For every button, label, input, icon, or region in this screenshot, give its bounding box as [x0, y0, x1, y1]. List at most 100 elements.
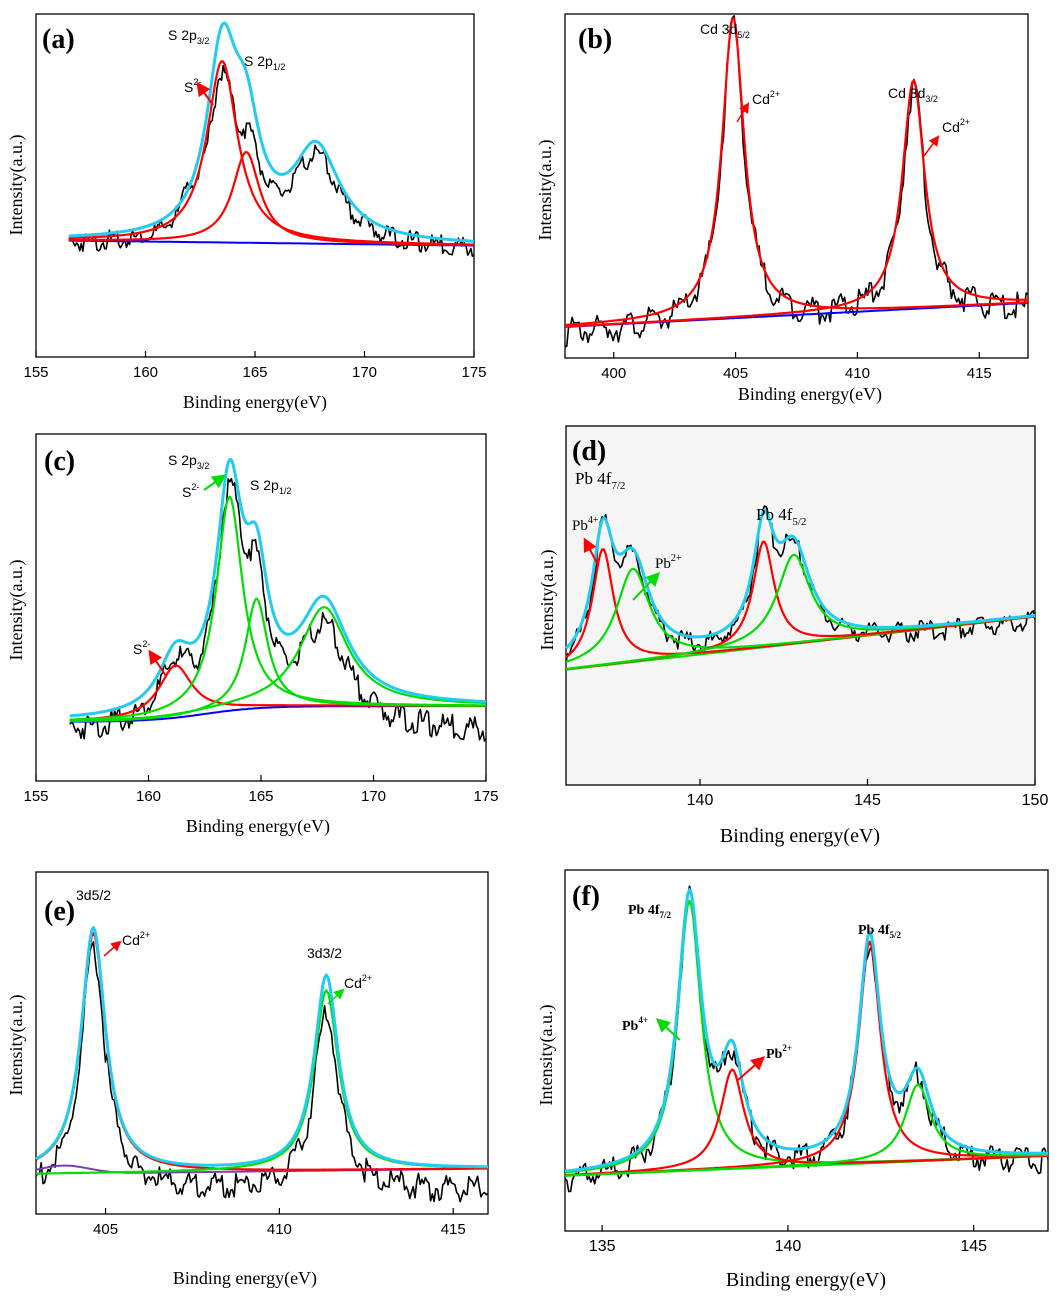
panel-b-cd2plus-2: Cd2+	[942, 117, 970, 135]
envelope-line	[35, 926, 488, 1169]
raw-data-line	[35, 940, 489, 1203]
panel-b-label: (b)	[578, 24, 612, 55]
x-tick-label: 160	[136, 788, 161, 805]
panel-c-s2p12: S 2p1/2	[250, 477, 291, 496]
panel-d-arrow-1	[583, 537, 599, 566]
panel-a-ticks: 155 160 165 170 175	[23, 351, 487, 381]
panel-b-curves	[564, 15, 1029, 348]
x-tick-label: 415	[441, 1221, 466, 1238]
component-peak-2	[564, 79, 1028, 328]
x-tick-label: 175	[473, 788, 498, 805]
x-tick-label: 165	[248, 788, 273, 805]
panel-f-label: (f)	[572, 881, 600, 912]
panel-f-arrow-1	[655, 1018, 681, 1041]
panel-d-pb2plus: Pb2+	[655, 553, 682, 572]
panel-b-ylabel: Intensity(a.u.)	[535, 140, 556, 241]
panel-c: 155 160 165 170 175 (c) Binding energy(eV) I…	[6, 433, 499, 837]
panel-b-ticks: 400 405 410 415	[601, 352, 992, 382]
x-tick-label: 145	[960, 1238, 987, 1255]
x-tick-label: 405	[93, 1221, 118, 1238]
x-tick-label: 140	[775, 1238, 802, 1255]
panel-f-pb4plus: Pb4+	[622, 1015, 648, 1034]
panel-c-curves	[69, 457, 487, 742]
raw-data-line	[564, 15, 1029, 348]
panel-c-ylabel: Intensity(a.u.)	[6, 560, 27, 661]
panel-c-arrow-2	[148, 649, 167, 677]
x-tick-label: 165	[242, 364, 267, 381]
panel-d-pb4plus: Pb4+	[572, 515, 599, 534]
x-tick-label: 135	[589, 1238, 616, 1255]
x-tick-label: 405	[723, 365, 748, 382]
panel-f-arrow-2	[737, 1056, 766, 1081]
panel-d-pb52: Pb 4f5/2	[756, 505, 806, 528]
panel-c-s2minus-2: S2-	[133, 639, 150, 657]
panel-d-curves	[564, 505, 1036, 671]
component-peak-1	[564, 17, 1029, 327]
panel-d: 140 145 150 (d) Binding energy(eV) Intensi…	[537, 425, 1049, 847]
panel-f-pb52: Pb 4f5/2	[858, 923, 902, 940]
panel-c-s2p32: S 2p3/2	[168, 452, 209, 471]
x-tick-label: 175	[461, 364, 486, 381]
panel-e-3d52: 3d5/2	[76, 887, 111, 903]
panel-a-label: (a)	[42, 24, 75, 55]
panel-c-ticks: 155 160 165 170 175	[23, 775, 499, 805]
panel-a-s2p32: S 2p3/2	[168, 27, 209, 46]
raw-data-line	[564, 885, 1049, 1193]
panel-e-curves	[35, 926, 489, 1203]
panel-c-arrow-1	[203, 474, 227, 491]
panel-d-pb72: Pb 4f7/2	[575, 469, 625, 492]
panel-b-arrow-2	[923, 135, 940, 157]
panel-b: 400 405 410 415 (b) Binding energy(eV) Inte…	[535, 13, 1029, 405]
component-peak-4	[69, 606, 487, 722]
x-tick-label: 150	[1022, 792, 1049, 809]
x-tick-label: 410	[845, 365, 870, 382]
panel-d-ylabel: Intensity(a.u.)	[537, 550, 558, 651]
panel-e-3d32: 3d3/2	[307, 945, 342, 961]
panel-e-label: (e)	[44, 896, 75, 927]
component-peak-2	[564, 1068, 1049, 1177]
panel-f-frame	[564, 869, 1049, 1232]
panel-d-xlabel: Binding energy(eV)	[720, 825, 880, 847]
panel-f-pb2plus: Pb2+	[766, 1043, 792, 1062]
panel-e-frame	[35, 871, 489, 1215]
panel-c-label: (c)	[44, 446, 75, 477]
panel-e-arrow-2	[327, 988, 345, 1005]
raw-data-line	[69, 477, 487, 742]
panel-a-xlabel: Binding energy(eV)	[183, 392, 327, 413]
panel-c-s2minus-1: S2-	[182, 482, 199, 500]
x-tick-label: 400	[601, 365, 626, 382]
panel-b-cd32: Cd 3d3/2	[888, 85, 938, 104]
component-peak-1	[564, 899, 1049, 1174]
panel-b-cd2plus-1: Cd2+	[752, 89, 780, 107]
envelope-line	[69, 457, 487, 718]
x-tick-label: 155	[23, 364, 48, 381]
panel-e-arrow-1	[103, 940, 122, 957]
panel-f-ticks: 135 140 145	[589, 1225, 987, 1255]
panel-f-curves	[564, 885, 1049, 1193]
panel-b-xlabel: Binding energy(eV)	[738, 384, 882, 405]
x-tick-label: 140	[687, 792, 714, 809]
x-tick-label: 155	[23, 788, 48, 805]
panel-e: 405 410 415 (e) Binding energy(eV) Intensi…	[6, 871, 489, 1289]
panel-a-s2p12: S 2p1/2	[244, 53, 285, 72]
panel-a-arrow	[196, 81, 214, 106]
panel-a: 155 160 165 170 175 (a) Binding energy(eV) I…	[6, 13, 487, 413]
component-peak-4	[564, 1083, 1049, 1177]
envelope-line	[68, 21, 475, 243]
component-peak-2	[68, 151, 474, 247]
panel-b-arrow-1	[736, 102, 750, 123]
panel-d-arrow-2	[632, 571, 660, 601]
panel-e-ylabel: Intensity(a.u.)	[6, 995, 27, 1096]
x-tick-label: 415	[967, 365, 992, 382]
panel-f: 135 140 145 (f) Binding energy(eV) Intensi…	[536, 869, 1049, 1291]
panel-d-ticks: 140 145 150	[687, 779, 1049, 809]
component-peak-3	[564, 940, 1049, 1177]
panel-a-curves	[68, 21, 475, 257]
panel-e-xlabel: Binding energy(eV)	[173, 1268, 317, 1289]
envelope-line	[564, 888, 1049, 1173]
panel-f-ylabel: Intensity(a.u.)	[536, 1005, 557, 1106]
panel-d-label: (d)	[572, 436, 606, 467]
panel-f-xlabel: Binding energy(eV)	[726, 1269, 886, 1291]
panel-d-bg	[565, 425, 1036, 786]
